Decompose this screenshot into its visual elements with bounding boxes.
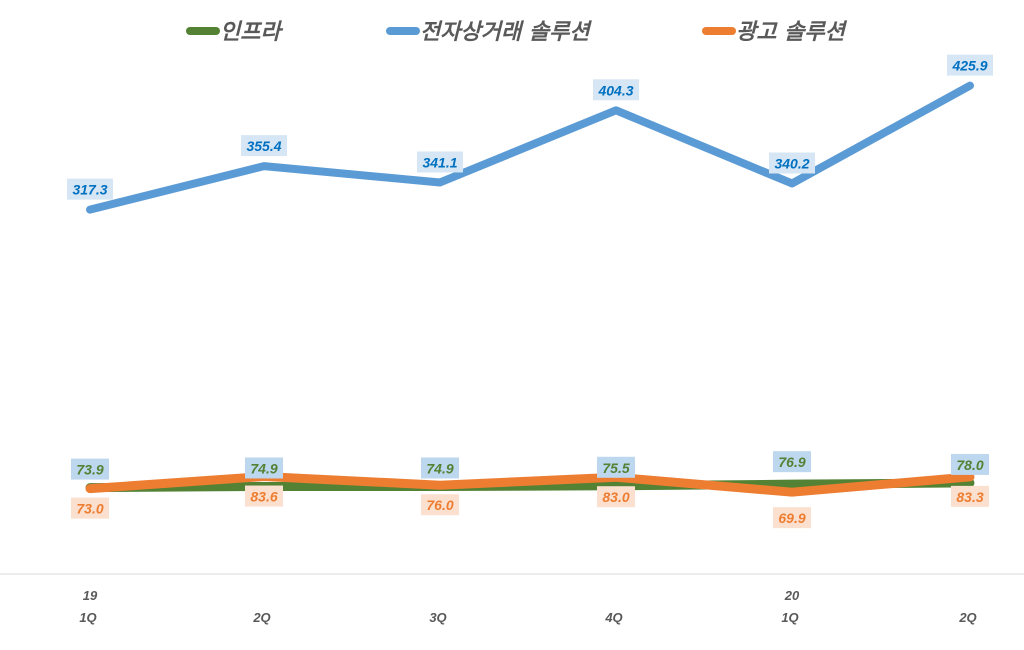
x-tick-year: 19: [83, 588, 98, 603]
series-line: [85, 478, 975, 493]
data-label-bg: [241, 135, 287, 157]
data-label-bg: [597, 486, 635, 508]
data-label-bg: [947, 54, 993, 76]
data-label: 341.1: [422, 154, 457, 170]
data-label: 425.9: [951, 58, 987, 74]
data-label-bg: [245, 485, 283, 507]
data-label: 76.0: [426, 497, 453, 513]
data-label: 83.3: [956, 489, 983, 505]
data-label: 75.5: [602, 460, 629, 476]
data-label-bg: [597, 456, 635, 478]
data-label-bg: [593, 79, 639, 101]
x-tick-label: 3Q: [429, 610, 446, 625]
x-tick-label: 2Q: [958, 610, 976, 625]
data-label: 340.2: [774, 155, 809, 171]
series-line: [85, 472, 975, 497]
data-label-bg: [71, 458, 109, 480]
data-label-bg: [67, 178, 113, 200]
data-label-bg: [245, 457, 283, 479]
data-label-bg: [421, 494, 459, 516]
legend-label: 전자상거래 솔루션: [420, 20, 592, 45]
series-line: [86, 81, 974, 214]
data-label-bg: [773, 451, 811, 473]
legend-label: 인프라: [220, 20, 283, 45]
x-tick-year: 20: [784, 588, 800, 603]
data-label-bg: [417, 151, 463, 173]
data-label-bg: [951, 485, 989, 507]
data-label: 73.9: [76, 462, 103, 478]
data-label-bg: [769, 152, 815, 174]
data-label: 83.0: [602, 489, 629, 505]
data-label: 69.9: [778, 510, 805, 526]
data-label: 74.9: [250, 460, 277, 476]
data-label: 78.0: [956, 457, 983, 473]
x-tick-label: 4Q: [604, 610, 622, 625]
data-label: 73.0: [76, 501, 103, 517]
data-label: 74.9: [426, 460, 453, 476]
data-label-bg: [421, 457, 459, 479]
legend: 인프라 전자상거래 솔루션 광고 솔루션: [186, 20, 848, 45]
data-label: 83.6: [250, 489, 277, 505]
x-tick-label: 1Q: [79, 610, 96, 625]
x-tick-label: 1Q: [781, 610, 798, 625]
data-label: 404.3: [597, 82, 633, 98]
data-label: 355.4: [246, 138, 281, 154]
data-label-bg: [773, 507, 811, 529]
x-tick-label: 2Q: [252, 610, 270, 625]
data-label: 317.3: [72, 182, 107, 198]
data-label-bg: [951, 453, 989, 475]
data-label-bg: [71, 497, 109, 519]
legend-label: 광고 솔루션: [736, 20, 848, 45]
data-label: 76.9: [778, 454, 805, 470]
